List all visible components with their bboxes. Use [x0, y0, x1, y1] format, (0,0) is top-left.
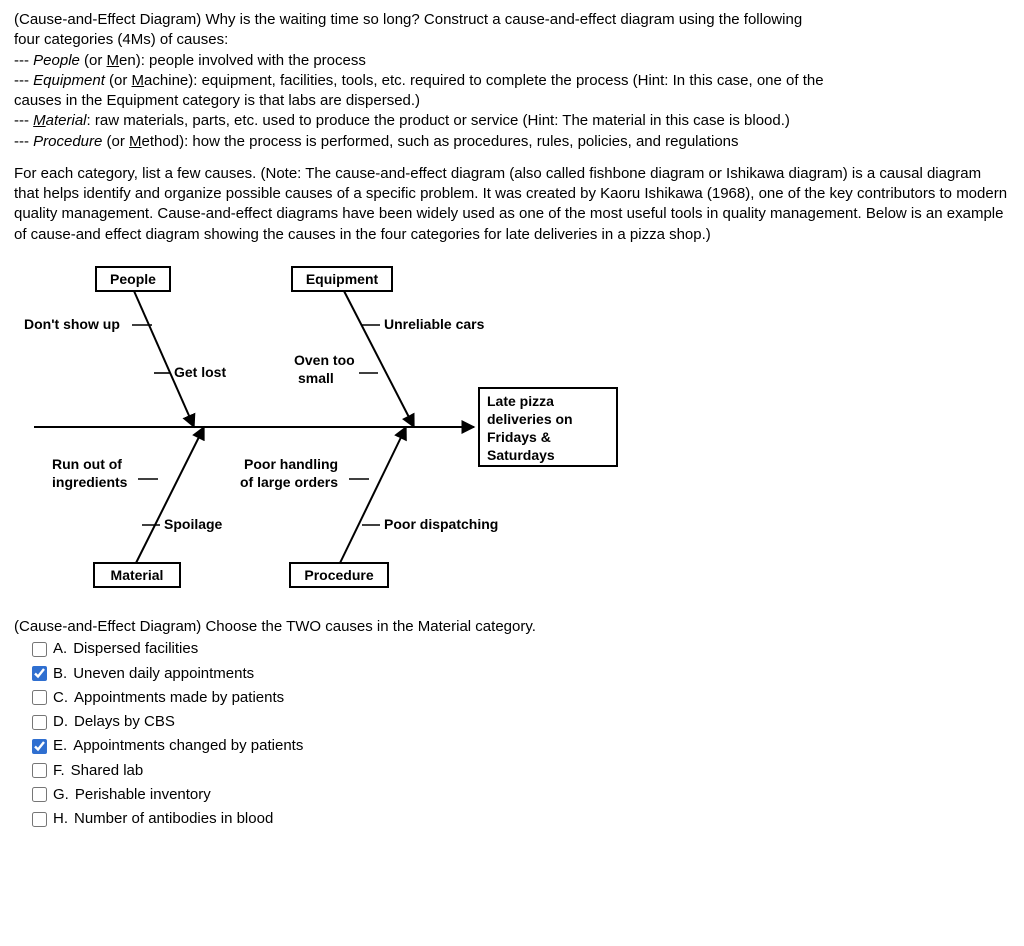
svg-text:Spoilage: Spoilage	[164, 516, 223, 532]
option-row: C. Appointments made by patients	[14, 686, 1010, 710]
svg-text:Poor dispatching: Poor dispatching	[384, 516, 498, 532]
option-row: H. Number of antibodies in blood	[14, 807, 1010, 831]
cat-proc-em: Procedure	[33, 133, 102, 150]
option-checkbox[interactable]	[32, 690, 47, 705]
cat-people-mid: (or	[80, 52, 107, 69]
option-text: Delays by CBS	[74, 712, 175, 732]
svg-text:Oven too: Oven too	[294, 352, 355, 368]
svg-text:Material: Material	[111, 567, 164, 583]
option-checkbox[interactable]	[32, 787, 47, 802]
intro-paragraph: (Cause-and-Effect Diagram) Why is the wa…	[14, 10, 1010, 152]
option-row: F. Shared lab	[14, 759, 1010, 783]
explain-text: For each category, list a few causes. (N…	[14, 165, 1007, 243]
svg-text:of large orders: of large orders	[240, 474, 338, 490]
option-checkbox[interactable]	[32, 739, 47, 754]
question-prompt: (Cause-and-Effect Diagram) Choose the TW…	[14, 617, 1010, 637]
option-letter: E.	[53, 736, 67, 756]
option-text: Number of antibodies in blood	[74, 809, 273, 829]
cat-people-rest: en): people involved with the process	[119, 52, 366, 69]
option-checkbox[interactable]	[32, 642, 47, 657]
cat-proc-under: M	[129, 133, 142, 150]
option-letter: H.	[53, 809, 68, 829]
svg-text:Procedure: Procedure	[304, 567, 373, 583]
option-letter: A.	[53, 639, 67, 659]
svg-text:ingredients: ingredients	[52, 474, 128, 490]
cat-equip-mid: (or	[105, 72, 132, 89]
fishbone-svg: Late pizza deliveries on Fridays & Saturday…	[14, 257, 634, 597]
cat-proc-prefix: ---	[14, 133, 33, 150]
cat-people-em: People	[33, 52, 80, 69]
cat-equip-prefix: ---	[14, 72, 33, 89]
explain-paragraph: For each category, list a few causes. (N…	[14, 164, 1010, 245]
cat-mat-after: : raw materials, parts, etc. used to pro…	[87, 112, 790, 129]
svg-text:People: People	[110, 271, 156, 287]
option-text: Appointments made by patients	[74, 688, 284, 708]
option-row: A. Dispersed facilities	[14, 637, 1010, 661]
option-row: G. Perishable inventory	[14, 783, 1010, 807]
cat-mat-rest: aterial	[46, 112, 87, 129]
cat-equip-under: M	[132, 72, 145, 89]
cat-people-prefix: ---	[14, 52, 33, 69]
option-row: B. Uneven daily appointments	[14, 662, 1010, 686]
cat-proc-mid: (or	[102, 133, 129, 150]
svg-text:small: small	[298, 370, 334, 386]
option-checkbox[interactable]	[32, 666, 47, 681]
intro-line1b: four categories (4Ms) of causes:	[14, 31, 228, 48]
option-checkbox[interactable]	[32, 763, 47, 778]
svg-text:Don't show up: Don't show up	[24, 316, 120, 332]
option-row: E. Appointments changed by patients	[14, 734, 1010, 758]
cat-equip-rest: achine): equipment, facilities, tools, e…	[144, 72, 824, 89]
svg-text:Fridays &: Fridays &	[487, 429, 551, 445]
option-text: Appointments changed by patients	[73, 736, 303, 756]
cat-mat-under: M	[33, 112, 46, 129]
option-text: Uneven daily appointments	[73, 664, 254, 684]
fishbone-diagram: Late pizza deliveries on Fridays & Saturday…	[14, 257, 1010, 603]
options-container: A. Dispersed facilities B. Uneven daily app…	[14, 637, 1010, 831]
option-checkbox[interactable]	[32, 715, 47, 730]
intro-line1a: (Cause-and-Effect Diagram) Why is the wa…	[14, 11, 802, 28]
svg-text:Unreliable cars: Unreliable cars	[384, 316, 485, 332]
option-letter: G.	[53, 785, 69, 805]
svg-text:Saturdays: Saturdays	[487, 447, 555, 463]
option-checkbox[interactable]	[32, 812, 47, 827]
cat-equip-line2: causes in the Equipment category is that…	[14, 92, 420, 109]
option-letter: C.	[53, 688, 68, 708]
svg-text:Run out of: Run out of	[52, 456, 122, 472]
cat-equip-em: Equipment	[33, 72, 105, 89]
cat-mat-prefix: ---	[14, 112, 33, 129]
option-letter: F.	[53, 761, 65, 781]
svg-text:Poor handling: Poor handling	[244, 456, 338, 472]
option-letter: B.	[53, 664, 67, 684]
svg-text:deliveries on: deliveries on	[487, 411, 573, 427]
option-letter: D.	[53, 712, 68, 732]
question-block: (Cause-and-Effect Diagram) Choose the TW…	[14, 617, 1010, 831]
option-text: Shared lab	[71, 761, 144, 781]
svg-text:Equipment: Equipment	[306, 271, 379, 287]
option-row: D. Delays by CBS	[14, 710, 1010, 734]
option-text: Perishable inventory	[75, 785, 211, 805]
option-text: Dispersed facilities	[73, 639, 198, 659]
cat-proc-rest: ethod): how the process is performed, su…	[142, 133, 739, 150]
svg-text:Late pizza: Late pizza	[487, 393, 554, 409]
cat-people-under: M	[107, 52, 120, 69]
svg-text:Get lost: Get lost	[174, 364, 226, 380]
